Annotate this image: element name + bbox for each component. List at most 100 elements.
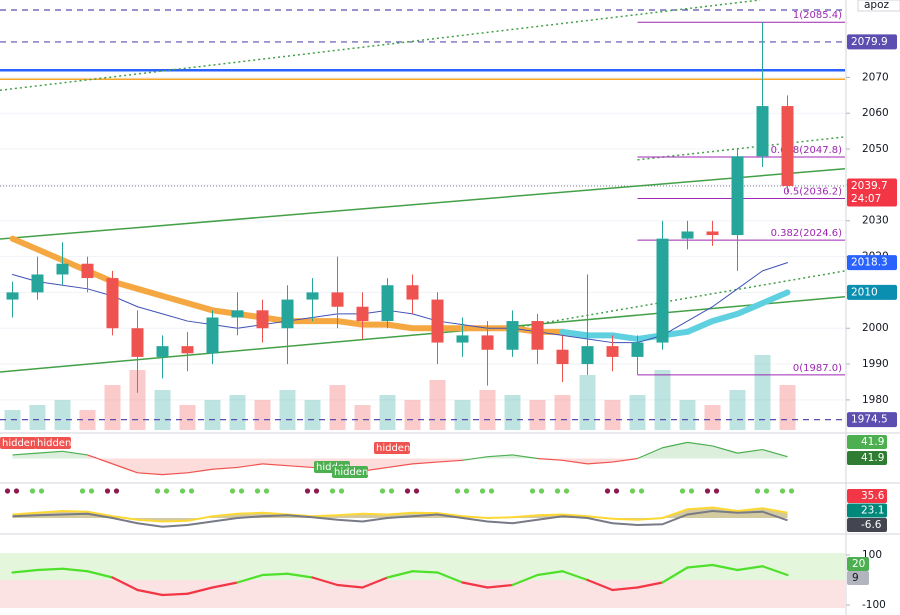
volume-bar: [629, 395, 646, 430]
value-label: 9: [852, 572, 859, 584]
signal-dot: [479, 488, 486, 494]
oscillator-line: [336, 583, 364, 589]
candle-body: [556, 349, 569, 365]
volume-bar: [729, 390, 746, 430]
candle-body: [531, 321, 544, 350]
signal-dot: [229, 488, 236, 494]
oscillator-line: [436, 571, 464, 584]
oscillator-line: [586, 578, 614, 592]
signal-dot: [238, 488, 245, 494]
oscillator-line: [211, 581, 239, 589]
signal-dot: [563, 488, 570, 494]
oscillator-line: [287, 465, 313, 469]
volume-bar: [104, 385, 121, 430]
oscillator-line: [762, 448, 788, 458]
candle-body: [231, 310, 244, 318]
value-label: 41.9: [861, 436, 884, 448]
oscillator-line: [162, 472, 188, 476]
price-label-box: [847, 178, 897, 207]
candle-body: [6, 292, 19, 300]
oscillator-area: [162, 458, 188, 475]
oscillator-line: [12, 452, 38, 456]
volume-bar: [404, 400, 421, 430]
signal-dot: [413, 488, 420, 494]
signal-dot: [154, 488, 161, 494]
annotation: hidden: [376, 443, 410, 454]
symbol-box[interactable]: [857, 0, 900, 12]
signal-dot: [88, 488, 95, 494]
oscillator-line: [387, 463, 413, 469]
trend-line: [0, 295, 846, 373]
annotation: hidden: [37, 438, 71, 449]
signal-dot: [754, 488, 761, 494]
candle-body: [781, 106, 794, 186]
oscillator-line: [411, 570, 439, 574]
signal-dot: [113, 488, 120, 494]
oscillator-line: [462, 456, 488, 461]
oscillator-area: [62, 451, 88, 459]
oscillator-line: [261, 572, 289, 577]
signal-dot: [788, 488, 795, 494]
y-tick-label: 1990: [862, 358, 889, 370]
candle-body: [456, 335, 469, 343]
candle-body: [206, 317, 219, 354]
signal-dot: [388, 488, 395, 494]
price-label: 2010: [851, 286, 878, 298]
candle-body: [606, 346, 619, 357]
signal-dot: [263, 488, 270, 494]
oscillator-area: [287, 458, 313, 468]
volume-bar: [779, 385, 796, 430]
moving-average: [559, 289, 791, 342]
oscillator-area: [737, 449, 763, 459]
signal-dot: [554, 488, 561, 494]
oscillator-line: [112, 463, 138, 474]
oscillator-line: [437, 459, 463, 463]
oscillator-area: [237, 458, 263, 468]
candle-body: [181, 346, 194, 354]
signal-dot: [629, 488, 636, 494]
symbol-label[interactable]: apoz: [864, 0, 890, 11]
oscillator-line: [637, 447, 663, 460]
value-label: 35.6: [861, 490, 885, 502]
signal-dot: [704, 488, 711, 494]
signal-dot: [179, 488, 186, 494]
volume-bar: [454, 400, 471, 430]
oscillator-line: [386, 570, 414, 579]
price-label: 2079.9: [851, 36, 888, 48]
price-label: 1974.5: [851, 414, 888, 426]
trend-line: [512, 270, 846, 329]
oscillator-line: [111, 576, 139, 592]
volume-bar: [579, 375, 596, 430]
oscillator-line: [11, 568, 39, 574]
signal-dot: [488, 488, 495, 494]
annotation: hidden: [334, 467, 368, 478]
signal-dot: [638, 488, 645, 494]
annotation: hidden: [2, 438, 36, 449]
signal-dot: [604, 488, 611, 494]
oscillator-line: [361, 576, 389, 589]
candle-body: [306, 292, 319, 300]
y-tick-label: 1980: [862, 394, 889, 406]
volume-bar: [129, 370, 146, 430]
volume-bar: [54, 400, 71, 430]
price-label-box: [847, 284, 897, 300]
oscillator-line: [186, 586, 214, 595]
value-label: 41.9: [861, 452, 884, 464]
countdown-label: 24:07: [851, 193, 881, 205]
volume-bar: [179, 405, 196, 430]
oscillator-area: [387, 458, 413, 468]
oscillator-line: [512, 454, 538, 460]
oscillator-area: [212, 458, 238, 470]
oscillator-line: [737, 448, 763, 454]
value-label: 20: [852, 558, 865, 570]
annotation-box: [35, 437, 71, 449]
oscillator-line: [661, 566, 689, 584]
oscillator-line: [161, 592, 189, 597]
signal-dot: [463, 488, 470, 494]
oscillator-line: [612, 457, 638, 463]
y-tick-label: 2000: [862, 322, 889, 334]
volume-bar: [79, 410, 96, 430]
oscillator-line: [561, 570, 589, 582]
